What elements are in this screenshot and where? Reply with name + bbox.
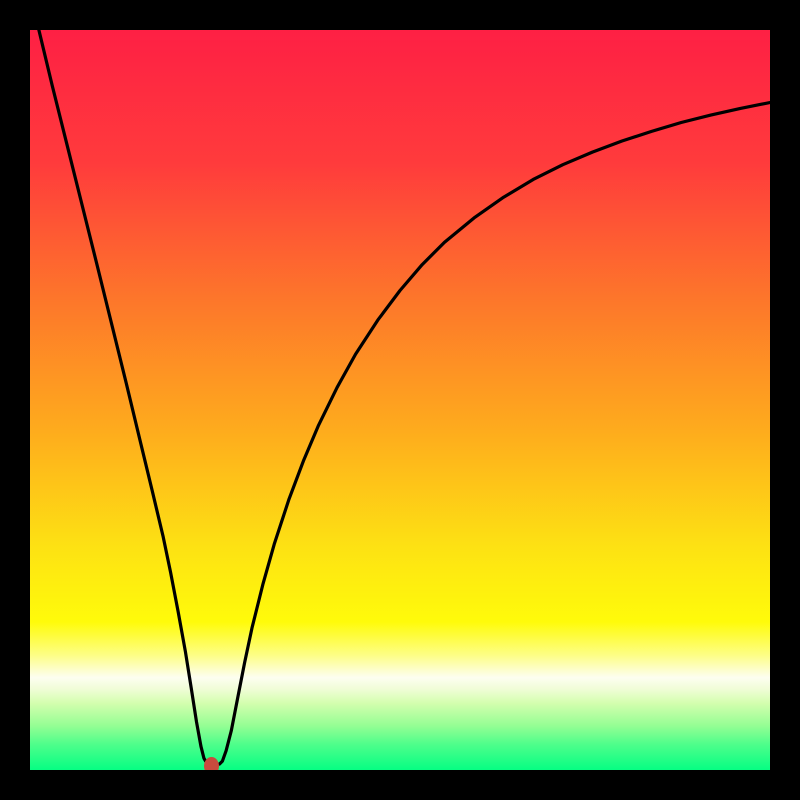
plot-area — [30, 30, 770, 770]
frame-top — [0, 0, 800, 30]
plot-svg — [30, 30, 770, 770]
frame-right — [770, 0, 800, 800]
frame-left — [0, 0, 30, 800]
gradient-background — [30, 30, 770, 770]
frame-bottom — [0, 770, 800, 800]
